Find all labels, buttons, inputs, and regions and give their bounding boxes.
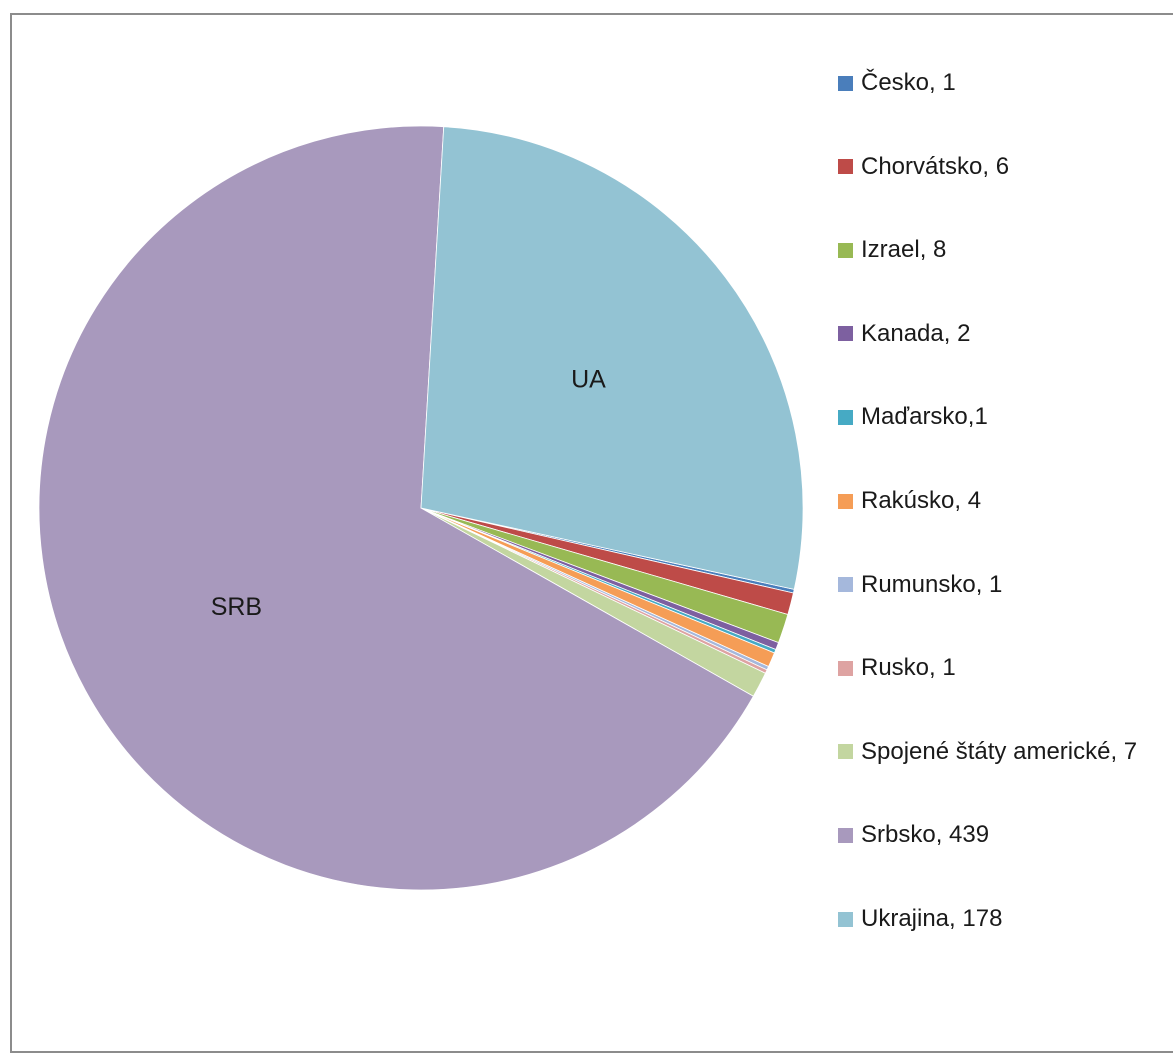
legend-label: Rusko, 1 (861, 654, 956, 682)
slice-label-11: UA (571, 366, 606, 394)
pie-slice-10 (38, 125, 754, 891)
legend-label: Spojené štáty americké, 7 (861, 737, 1138, 765)
legend-item: Rusko, 1 (838, 648, 956, 688)
pie-chart: SRB UA (38, 125, 804, 891)
legend-item: Srbsko, 439 (838, 815, 989, 855)
legend-item: Rakúsko, 4 (838, 481, 981, 521)
legend-swatch (838, 493, 853, 509)
pie-slices (38, 125, 804, 891)
legend-item: Chorvátsko, 6 (838, 147, 1009, 187)
legend-label: Rumunsko, 1 (861, 570, 1003, 598)
legend-label: Izrael, 8 (861, 236, 947, 264)
legend-item: Maďarsko,1 (838, 397, 988, 437)
legend-label: Maďarsko,1 (861, 403, 988, 431)
legend-label: Kanada, 2 (861, 319, 971, 347)
legend-swatch (838, 660, 853, 676)
legend-swatch (838, 326, 853, 342)
legend-label: Ukrajina, 178 (861, 905, 1003, 932)
pie-slice-11 (420, 126, 804, 590)
legend-swatch (838, 911, 853, 927)
legend-item: Kanada, 2 (838, 314, 970, 354)
legend-swatch (838, 744, 853, 760)
legend-label: Česko, 1 (861, 69, 956, 96)
legend-item: Izrael, 8 (838, 230, 946, 270)
legend-swatch (838, 577, 853, 593)
legend-swatch (838, 242, 853, 258)
pie-slice-labels: SRB UA (211, 366, 606, 621)
legend-swatch (838, 159, 853, 175)
slice-label-10: SRB (211, 593, 262, 621)
legend-item: Česko, 1 (838, 63, 956, 103)
legend-label: Rakúsko, 4 (861, 487, 982, 514)
legend-item: Ukrajina, 178 (838, 899, 1002, 939)
legend-item: Spojené štáty americké, 7 (838, 732, 1137, 772)
legend-label: Chorvátsko, 6 (861, 152, 1010, 180)
legend-item: Rumunsko, 1 (838, 565, 1002, 605)
legend-swatch (838, 409, 853, 425)
legend-label: Srbsko, 439 (861, 821, 990, 849)
legend-swatch (838, 827, 853, 843)
legend-swatch (838, 75, 853, 91)
